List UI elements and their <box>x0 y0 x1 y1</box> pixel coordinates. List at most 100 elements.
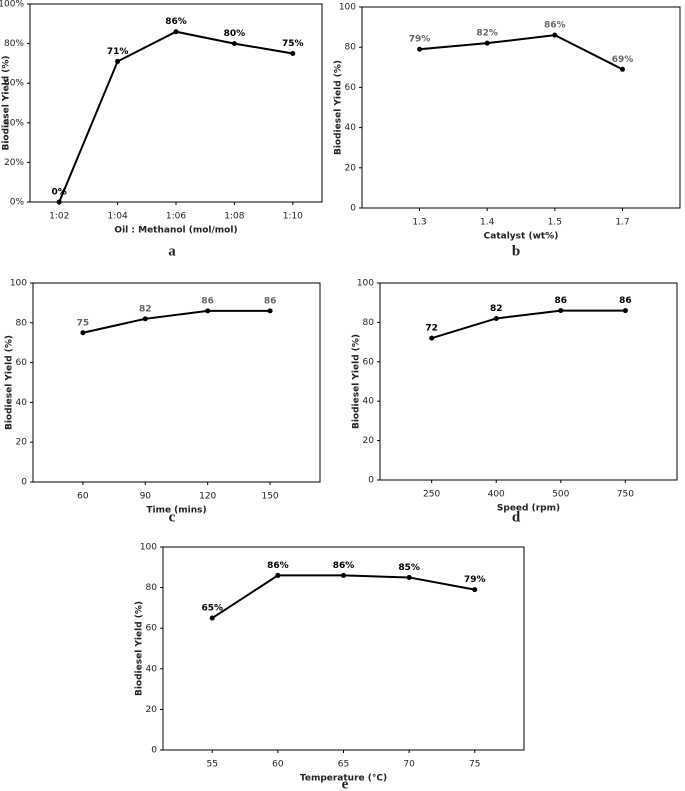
x-tick-label: 75 <box>469 760 480 770</box>
x-tick-label: 55 <box>207 760 218 770</box>
data-point <box>484 40 490 46</box>
data-point <box>290 51 296 56</box>
y-tick-label: 0 <box>350 204 356 214</box>
x-tick-label: 60 <box>272 760 284 770</box>
x-tick-label: 750 <box>617 490 634 500</box>
y-tick-label: 100 <box>140 543 157 553</box>
data-point <box>209 615 215 621</box>
y-tick-label: 60 <box>363 357 375 367</box>
x-axis-label: Speed (rpm) <box>497 504 560 514</box>
value-label: 69% <box>612 55 634 65</box>
y-tick-label: 100 <box>357 279 374 289</box>
data-point <box>552 32 558 38</box>
y-tick-label: 60% <box>4 79 24 89</box>
y-tick-label: 0 <box>21 478 27 488</box>
value-label: 79% <box>464 575 486 585</box>
data-point <box>231 41 237 47</box>
data-point <box>142 316 148 322</box>
y-tick-label: 0% <box>10 198 25 208</box>
y-tick-label: 80 <box>16 318 28 328</box>
x-tick-label: 1:08 <box>224 212 244 222</box>
x-tick-label: 70 <box>403 760 415 770</box>
y-tick-label: 20 <box>345 163 357 173</box>
value-label: 82 <box>490 304 503 314</box>
value-label: 0% <box>52 188 67 198</box>
y-axis-label: Biodiesel Yield (%) <box>334 60 344 155</box>
y-tick-label: 40 <box>146 664 158 674</box>
x-tick-label: 90 <box>140 492 152 502</box>
value-label: 79% <box>409 35 431 45</box>
y-tick-label: 100 <box>339 3 356 13</box>
value-label: 86% <box>544 21 566 31</box>
x-tick-label: 150 <box>261 492 278 502</box>
x-axis-label: Oil : Methanol (mol/mol) <box>114 226 237 236</box>
y-tick-label: 60 <box>146 624 158 634</box>
value-label: 85% <box>398 563 420 573</box>
y-tick-label: 60 <box>16 358 28 368</box>
data-point <box>472 587 478 593</box>
value-label: 65% <box>201 604 223 614</box>
y-tick-label: 20 <box>146 705 158 715</box>
x-tick-label: 1:04 <box>107 212 127 222</box>
y-tick-label: 40% <box>4 118 24 128</box>
data-point <box>341 572 346 578</box>
y-tick-label: 80 <box>363 318 375 328</box>
data-point <box>267 308 273 314</box>
value-label: 80% <box>224 29 246 39</box>
x-tick-label: 1.3 <box>412 218 426 228</box>
y-tick-label: 80% <box>4 39 24 49</box>
panel-letter: e <box>342 776 349 791</box>
y-tick-label: 60 <box>345 83 357 93</box>
data-point <box>619 66 625 72</box>
value-label: 71% <box>107 47 129 57</box>
x-tick-label: 120 <box>199 492 216 502</box>
data-line <box>419 34 623 71</box>
value-label: 72 <box>425 324 438 334</box>
panel-letter: b <box>512 243 520 259</box>
data-point <box>275 572 281 578</box>
value-label: 75 <box>77 318 90 328</box>
x-tick-label: 1:10 <box>283 212 303 222</box>
y-tick-label: 100 <box>10 279 27 289</box>
x-tick-label: 1:02 <box>49 212 69 222</box>
y-axis-label: Biodiesel Yield (%) <box>2 55 12 150</box>
x-tick-label: 1.7 <box>615 218 629 228</box>
x-axis-label: Temperature (°C) <box>300 774 387 784</box>
x-tick-label: 60 <box>77 492 89 502</box>
data-point <box>622 308 628 314</box>
y-tick-label: 40 <box>16 398 28 408</box>
data-point <box>80 330 86 336</box>
y-axis-label: Biodiesel Yield (%) <box>352 334 362 429</box>
data-point <box>56 199 62 205</box>
value-label: 86 <box>619 296 632 306</box>
y-tick-label: 0 <box>151 746 157 756</box>
value-label: 86 <box>201 296 214 306</box>
y-tick-label: 80 <box>146 583 158 593</box>
y-tick-label: 20% <box>4 158 24 168</box>
x-tick-label: 250 <box>423 490 440 500</box>
x-tick-label: 65 <box>338 760 349 770</box>
x-tick-label: 400 <box>488 490 505 500</box>
y-axis-label: Biodiesel Yield (%) <box>135 601 145 696</box>
panel-letter: c <box>169 509 176 525</box>
x-tick-label: 1.4 <box>480 218 495 228</box>
data-point <box>493 315 499 321</box>
y-tick-label: 20 <box>363 436 375 446</box>
value-label: 75% <box>282 39 304 49</box>
data-point <box>173 29 179 35</box>
plot-frame <box>32 282 321 483</box>
data-point <box>429 335 435 341</box>
y-tick-label: 20 <box>16 438 28 448</box>
data-point <box>417 46 423 52</box>
value-label: 86 <box>264 296 277 306</box>
panel-letter: d <box>512 509 521 525</box>
y-tick-label: 100% <box>0 0 24 10</box>
x-tick-label: 1.5 <box>548 218 562 228</box>
value-label: 86% <box>267 561 289 571</box>
y-tick-label: 80 <box>345 43 357 53</box>
data-line <box>82 309 271 334</box>
data-line <box>211 574 475 619</box>
y-tick-label: 0 <box>368 476 374 486</box>
value-label: 86% <box>333 561 355 571</box>
